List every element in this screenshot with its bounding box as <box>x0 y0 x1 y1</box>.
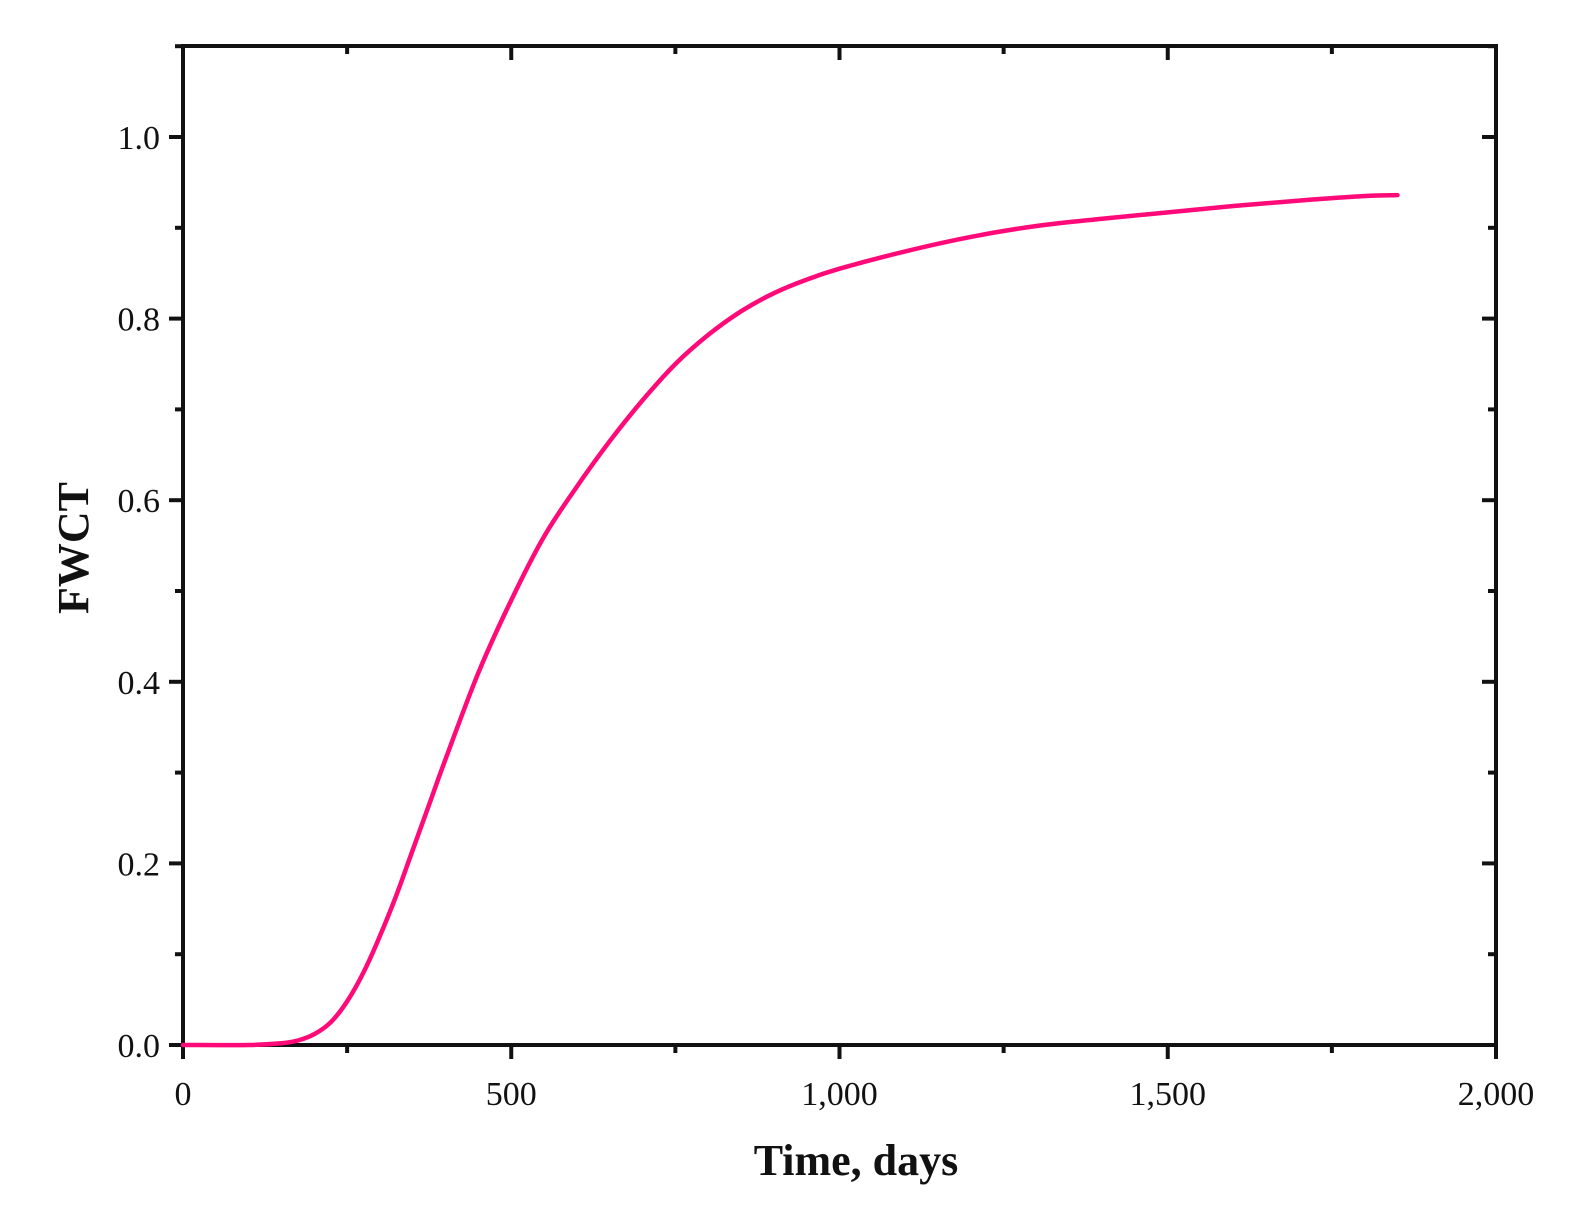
axis-ticks <box>169 44 1498 1059</box>
y-tick-labels: 0.0 0.2 0.4 0.6 0.8 1.0 <box>118 120 161 1065</box>
plot-frame <box>181 44 1498 1047</box>
x-tick-labels: 0 500 1,000 1,500 2,000 <box>175 1076 1535 1113</box>
x-tick-label: 1,000 <box>801 1076 878 1113</box>
y-tick-label: 0.4 <box>118 665 161 702</box>
y-tick-label: 0.2 <box>118 846 161 883</box>
x-axis-title: Time, days <box>754 1136 959 1185</box>
y-tick-label: 1.0 <box>118 120 161 157</box>
x-tick-label: 1,500 <box>1130 1076 1207 1113</box>
y-axis-title: FWCT <box>49 482 98 614</box>
y-tick-label: 0.8 <box>118 302 161 339</box>
x-tick-label: 2,000 <box>1458 1076 1535 1113</box>
y-tick-label: 0.6 <box>118 483 161 520</box>
x-tick-label: 500 <box>486 1076 537 1113</box>
y-tick-label: 0.0 <box>118 1028 161 1065</box>
fwct-curve <box>180 192 1400 1048</box>
x-tick-label: 0 <box>175 1076 192 1113</box>
